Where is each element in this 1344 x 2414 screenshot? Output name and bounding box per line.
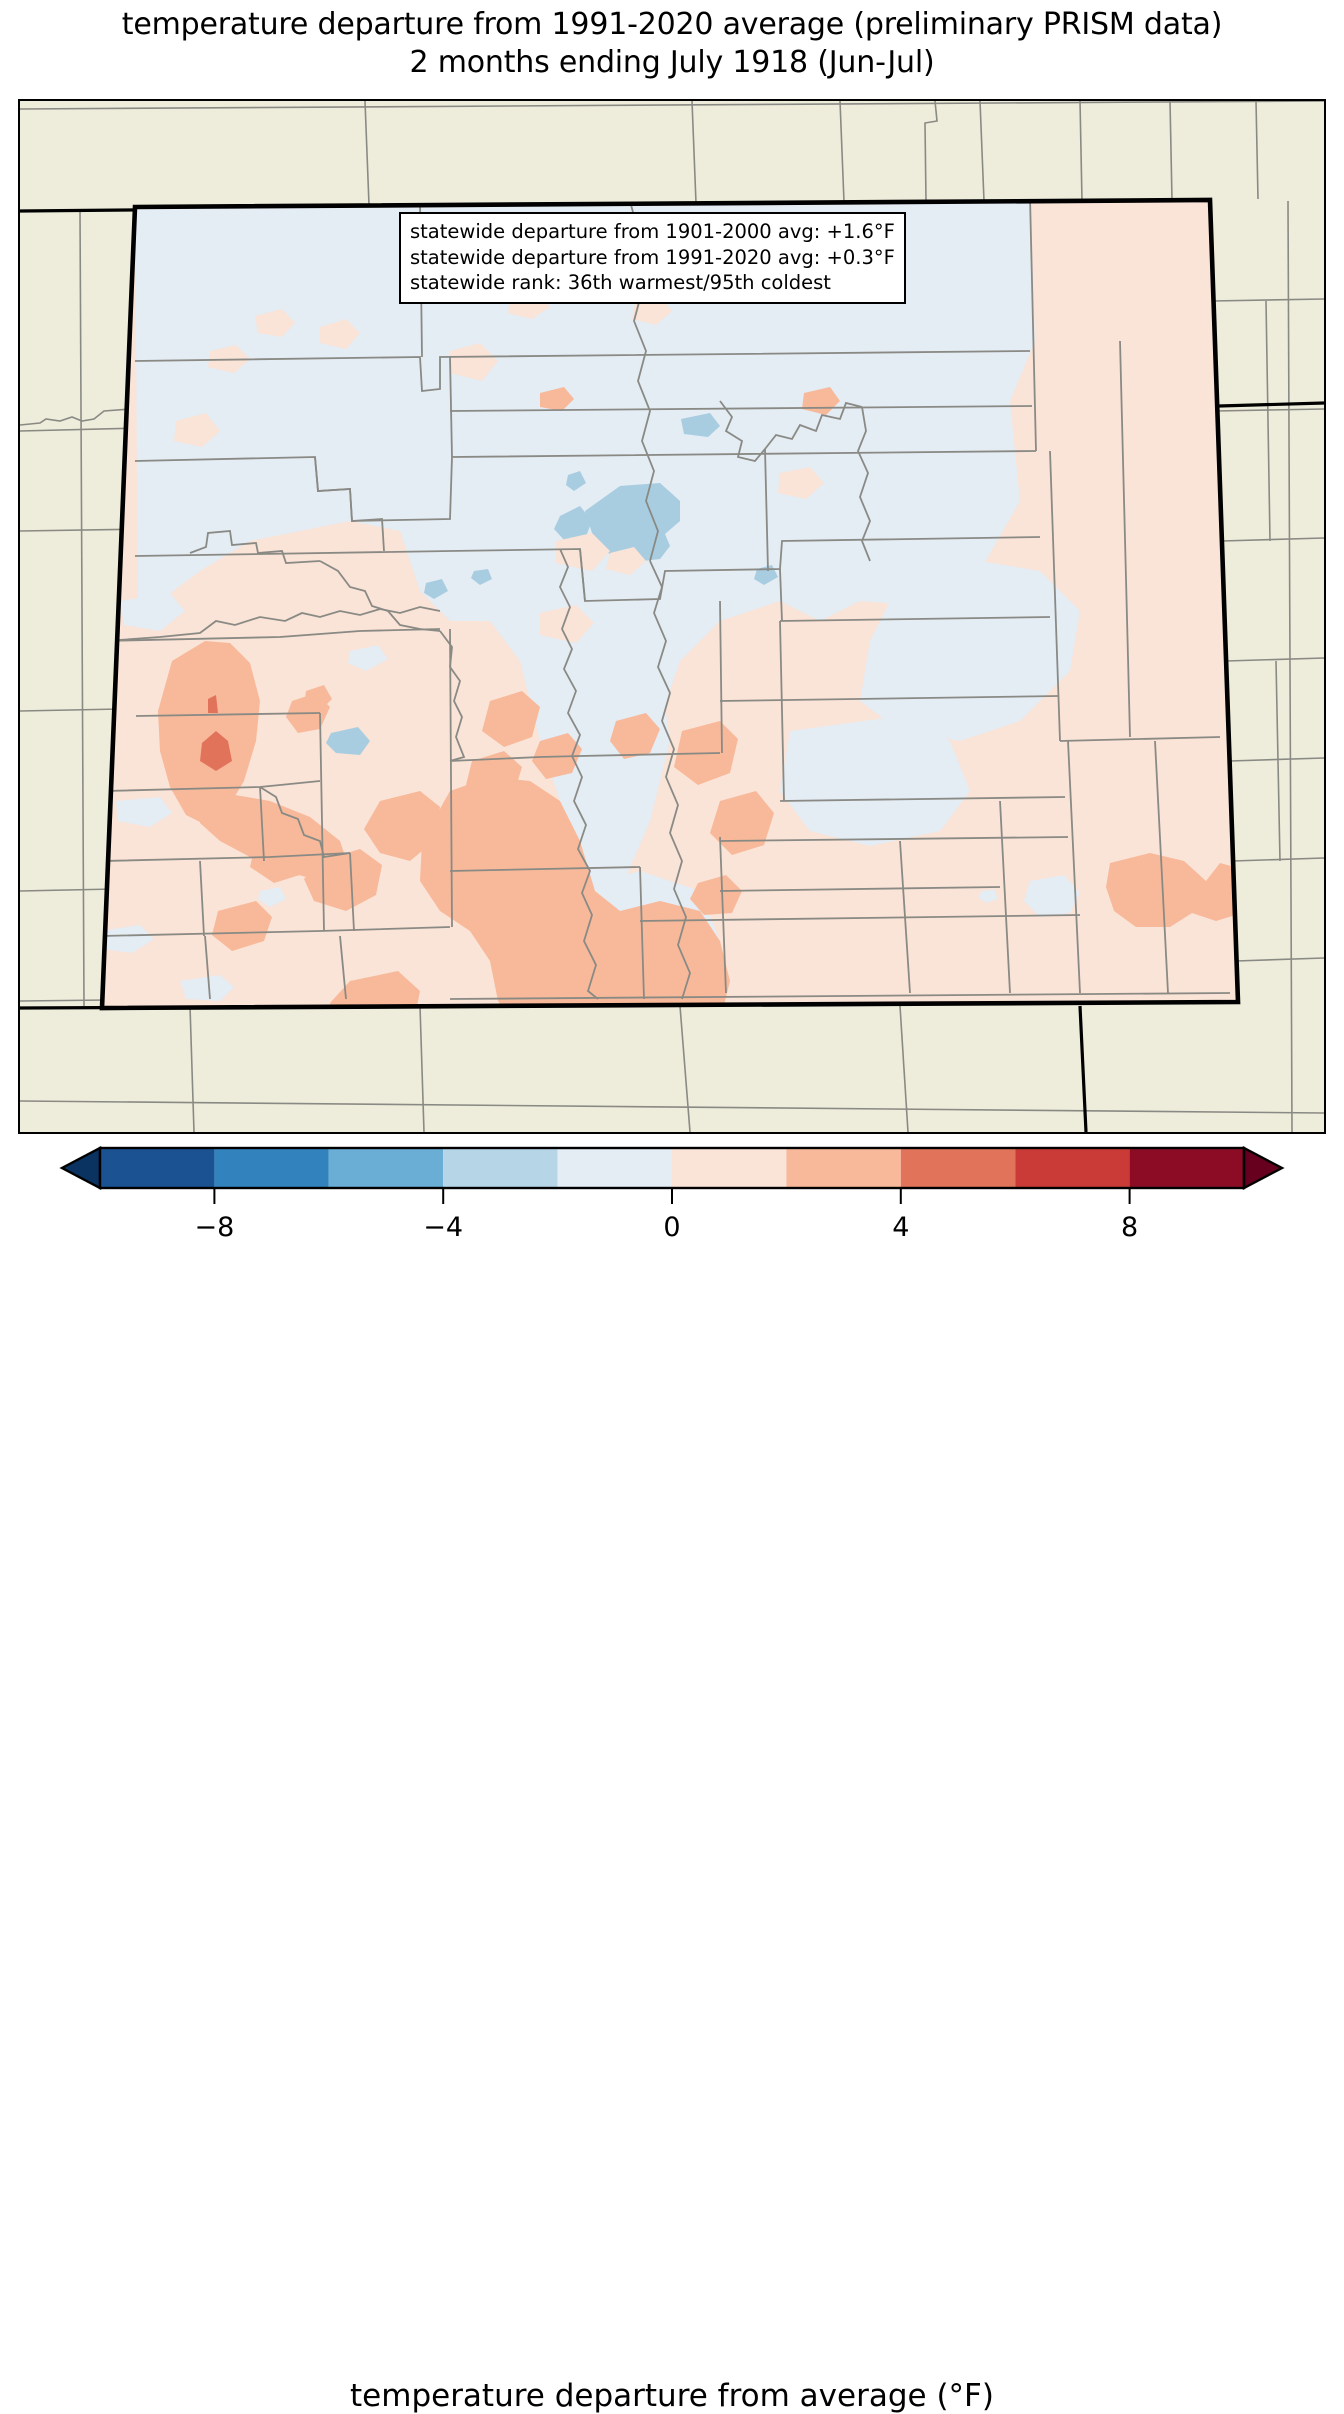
colorbar-band [900,1148,1016,1188]
colorbar-tick-label: 8 [1121,1212,1139,1243]
colorbar-tick-label: 4 [892,1212,910,1243]
warm-medium-west-slope [158,641,260,825]
title-line-2: 2 months ending July 1918 (Jun-Jul) [409,45,935,80]
cool-medium-small-2 [566,471,586,491]
colorbar-tick-label: −8 [194,1212,235,1243]
colorbar-axis-label: temperature departure from average (°F) [350,2378,994,2414]
colorado-anomaly-field [102,200,1238,1008]
warm-medium-southeast-blob [1106,853,1238,927]
cool-medium-north-park-2 [554,506,592,541]
cool-medium-north-park [585,483,680,563]
statewide-stats-box: statewide departure from 1901-2000 avg: … [399,212,906,304]
colorbar-band [672,1148,787,1188]
colorbar-band [214,1148,329,1188]
cool-medium-small-1 [681,413,720,437]
map-frame: statewide departure from 1901-2000 avg: … [18,99,1326,1134]
colorbar-under-arrow [59,1146,102,1190]
colorbar-band [786,1148,901,1188]
colorbar-swatches [59,1146,1285,1204]
colorbar-band [443,1148,558,1188]
cool-medium-small-4 [424,579,448,599]
stats-line-1: statewide departure from 1901-2000 avg: … [410,220,895,243]
cool-medium-small-3 [326,727,370,755]
colorbar-band-group [59,1146,1285,1190]
colorbar-band [557,1148,672,1188]
climate-map-page: temperature departure from 1991-2020 ave… [0,6,1344,2414]
colorbar-tick-label: −4 [423,1212,464,1243]
stats-line-3: statewide rank: 36th warmest/95th coldes… [410,271,831,294]
colorado-state-border [99,197,1241,1011]
colorbar: −8 −4 0 4 8 temperature departure from avera… [0,1140,1344,2414]
cool-light-region-east-2 [780,716,970,846]
colorado-county-lines [102,200,1231,1000]
colorbar-over-arrow [1242,1146,1285,1190]
colorbar-band [1129,1148,1244,1188]
warm-medium-west-slope-tail [200,795,350,881]
colorbar-band [1015,1148,1130,1188]
cool-medium-small-6 [471,569,492,585]
colorbar-tick-label: 0 [663,1212,681,1243]
warm-strong-west-slope-core-2 [208,695,218,713]
stats-line-2: statewide departure from 1991-2020 avg: … [410,245,895,269]
colorbar-band [328,1148,444,1188]
colorbar-band [100,1148,215,1188]
title-line-1: temperature departure from 1991-2020 ave… [121,7,1223,42]
page-title: temperature departure from 1991-2020 ave… [0,6,1344,82]
colorbar-tick-group [213,1188,1131,1204]
warm-strong-west-slope-core [200,731,232,771]
